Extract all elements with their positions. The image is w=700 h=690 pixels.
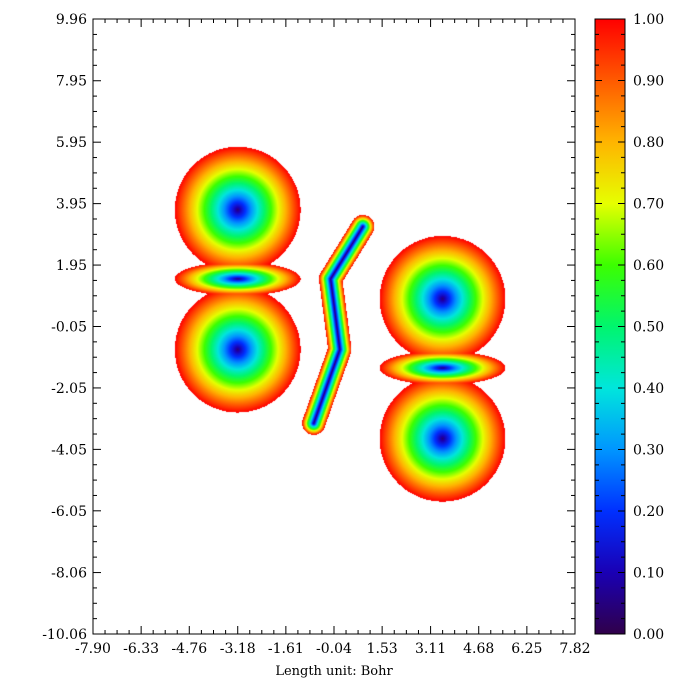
y-tick-label: -10.06 — [42, 627, 87, 643]
colorbar: 1.00 0.90 0.80 0.70 0.60 0.50 0.40 0.30 0.20 0.10… — [594, 12, 664, 643]
colorbar-ticks: 1.00 0.90 0.80 0.70 0.60 0.50 0.40 0.30 0.20 0.10… — [595, 12, 664, 643]
y-tick-label: -8.06 — [51, 566, 87, 582]
colorbar-tick-label: 0.80 — [633, 135, 664, 151]
x-tick-label: 4.68 — [463, 641, 494, 657]
colorbar-tick-label: 1.00 — [633, 12, 664, 28]
y-tick-label: 1.95 — [56, 258, 87, 274]
x-tick-label: -1.61 — [268, 641, 304, 657]
x-tick-label: -7.90 — [75, 641, 111, 657]
x-tick-label: -0.04 — [316, 641, 352, 657]
x-tick-label: 7.82 — [559, 641, 590, 657]
y-tick-label: 7.95 — [56, 74, 87, 90]
colorbar-tick-label: 0.30 — [633, 443, 664, 459]
x-tick-label: 3.11 — [415, 641, 446, 657]
colorbar-tick-label: 0.60 — [633, 258, 664, 274]
colorbar-tick-label: 0.20 — [633, 504, 664, 520]
x-tick-label: -6.33 — [123, 641, 159, 657]
x-axis: -7.90 -6.33 -4.76 -3.18 -1.61 -0.04 1.53 3.11 4.… — [75, 19, 591, 657]
x-tick-label: 6.25 — [511, 641, 542, 657]
colorbar-tick-label: 0.10 — [633, 566, 664, 582]
x-tick-label: 1.53 — [367, 641, 398, 657]
y-tick-label: 5.95 — [56, 135, 87, 151]
y-tick-label: -0.05 — [51, 320, 87, 336]
y-tick-label: 3.95 — [56, 197, 87, 213]
y-tick-label: -6.05 — [51, 504, 87, 520]
y-tick-label: -2.05 — [51, 381, 87, 397]
heatmap-image — [93, 19, 575, 634]
colorbar-tick-label: 0.00 — [633, 627, 664, 643]
x-axis-label: Length unit: Bohr — [275, 664, 393, 679]
colorbar-tick-label: 0.50 — [633, 320, 664, 336]
y-axis: 9.96 7.95 5.95 3.95 1.95 -0.05 -2.05 -4.05 -6.05… — [42, 12, 575, 643]
colorbar-tick-label: 0.40 — [633, 381, 664, 397]
colorbar-tick-label: 0.90 — [633, 74, 664, 90]
y-tick-label: -4.05 — [51, 442, 87, 458]
colorbar-tick-label: 0.70 — [633, 197, 664, 213]
heatmap-area — [92, 18, 576, 635]
y-tick-label: 9.96 — [56, 12, 87, 28]
x-tick-label: -3.18 — [220, 641, 256, 657]
x-tick-label: -4.76 — [171, 641, 207, 657]
